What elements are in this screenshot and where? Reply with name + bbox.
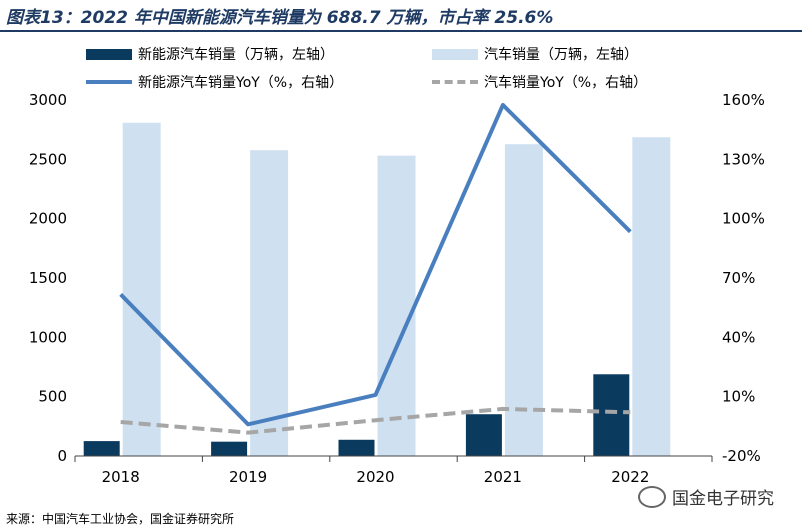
line-nev-yoy [119,102,632,427]
title-bar: 图表13：2022 年中国新能源汽车销量为 688.7 万辆，市占率 25.6% [0,0,802,32]
legend-swatch-auto-sales [432,48,478,60]
x-tick-label: 2020 [356,468,394,486]
y-right-tick-label: -20% [722,447,761,465]
bar-auto-sales [250,150,289,456]
y-right-tick-label: 100% [722,210,765,228]
bar-nev-sales [593,374,630,456]
bar-auto-sales [377,155,416,456]
bar-nev-sales [465,414,502,456]
y-left-tick-label: 2500 [29,150,67,168]
legend-item-auto-yoy: 汽车销量YoY（%，右轴） [432,72,647,92]
x-tick-label: 2018 [102,468,140,486]
y-left-tick-label: 1000 [29,328,67,346]
bar-auto-sales [122,122,161,457]
y-right-tick-label: 160% [722,91,765,109]
y-right-tick-label: 70% [722,269,755,287]
bar-nev-sales [338,439,375,456]
y-right-tick-label: 10% [722,388,755,406]
x-tick-label: 2019 [229,468,267,486]
line-auto-yoy [120,406,631,435]
y-left-tick-label: 500 [38,388,67,406]
bar-nev-sales [211,441,248,456]
watermark-text: 国金电子研究 [672,489,774,509]
legend-swatch-nev-sales [86,48,132,60]
legend-label-auto-sales: 汽车销量（万辆，左轴） [484,47,638,63]
x-tick-label: 2022 [611,468,649,486]
legend-item-nev-yoy: 新能源汽车销量YoY（%，右轴） [86,72,343,92]
bar-nev-sales [83,441,120,456]
wechat-icon [638,485,666,508]
y-right-tick-label: 130% [722,150,765,168]
source-note: 来源：中国汽车工业协会，国金证券研究所 [6,512,235,526]
legend: 新能源汽车销量（万辆，左轴） 汽车销量（万辆，左轴） 新能源汽车销量YoY（%，… [0,36,802,96]
legend-swatch-auto-yoy [432,80,478,84]
watermark: 国金电子研究 [638,484,774,509]
y-left-tick-label: 3000 [29,91,67,109]
bar-auto-sales [632,137,671,456]
chart-title: 图表13：2022 年中国新能源汽车销量为 688.7 万辆，市占率 25.6% [6,8,554,28]
legend-item-auto-sales: 汽车销量（万辆，左轴） [432,44,638,64]
legend-label-auto-yoy: 汽车销量YoY（%，右轴） [484,75,648,91]
y-left-tick-label: 1500 [29,269,67,287]
legend-label-nev-yoy: 新能源汽车销量YoY（%，右轴） [138,75,344,91]
legend-swatch-nev-yoy [86,80,132,84]
y-right-tick-label: 40% [722,328,755,346]
legend-item-nev-sales: 新能源汽车销量（万辆，左轴） [86,44,334,64]
x-tick-label: 2021 [484,468,522,486]
y-left-tick-label: 2000 [29,210,67,228]
legend-label-nev-sales: 新能源汽车销量（万辆，左轴） [138,47,334,63]
y-left-tick-label: 0 [57,447,67,465]
bar-auto-sales [504,144,543,456]
